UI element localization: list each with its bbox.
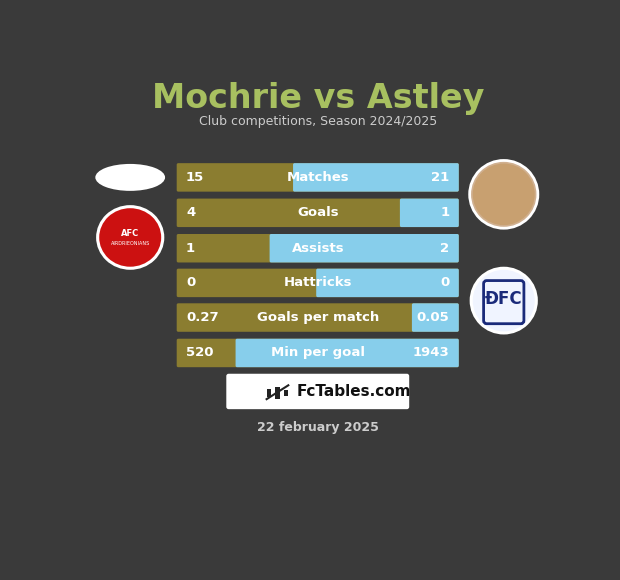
Text: AIRDRIEONIANS: AIRDRIEONIANS (110, 241, 150, 246)
Text: FcTables.com: FcTables.com (297, 384, 411, 399)
Text: ÐFC: ÐFC (485, 290, 523, 308)
FancyBboxPatch shape (177, 303, 459, 332)
FancyBboxPatch shape (270, 234, 459, 263)
Text: 0.27: 0.27 (186, 311, 219, 324)
Text: 1943: 1943 (413, 346, 450, 360)
Text: Club competitions, Season 2024/2025: Club competitions, Season 2024/2025 (198, 115, 437, 128)
FancyBboxPatch shape (267, 389, 272, 397)
FancyBboxPatch shape (177, 234, 459, 263)
Text: Matches: Matches (286, 171, 349, 184)
Text: 1: 1 (186, 242, 195, 255)
Text: 4: 4 (186, 206, 195, 219)
FancyBboxPatch shape (293, 163, 459, 191)
FancyBboxPatch shape (177, 198, 459, 227)
Circle shape (472, 270, 534, 331)
FancyBboxPatch shape (316, 269, 459, 297)
Text: 15: 15 (186, 171, 204, 184)
Circle shape (470, 267, 538, 335)
FancyBboxPatch shape (177, 339, 459, 367)
FancyBboxPatch shape (283, 390, 288, 396)
Circle shape (472, 164, 534, 225)
Text: 21: 21 (432, 171, 450, 184)
Text: Assists: Assists (291, 242, 344, 255)
Text: Mochrie vs Astley: Mochrie vs Astley (151, 82, 484, 115)
Text: Hattricks: Hattricks (283, 277, 352, 289)
Ellipse shape (99, 208, 161, 267)
FancyBboxPatch shape (226, 374, 409, 409)
Text: 1: 1 (440, 206, 450, 219)
Text: 2: 2 (440, 242, 450, 255)
Text: 0.05: 0.05 (417, 311, 450, 324)
FancyBboxPatch shape (400, 198, 459, 227)
Text: 0: 0 (440, 277, 450, 289)
Text: AFC: AFC (121, 229, 140, 238)
FancyBboxPatch shape (177, 269, 459, 297)
Text: 0: 0 (186, 277, 195, 289)
FancyBboxPatch shape (236, 339, 459, 367)
Text: 22 february 2025: 22 february 2025 (257, 421, 379, 434)
Text: Goals: Goals (297, 206, 339, 219)
Text: 520: 520 (186, 346, 213, 360)
Text: Min per goal: Min per goal (271, 346, 365, 360)
FancyBboxPatch shape (177, 163, 459, 191)
FancyBboxPatch shape (275, 387, 280, 399)
Ellipse shape (96, 205, 164, 270)
FancyBboxPatch shape (412, 303, 459, 332)
Ellipse shape (95, 164, 165, 191)
Circle shape (470, 161, 538, 228)
Text: Goals per match: Goals per match (257, 311, 379, 324)
